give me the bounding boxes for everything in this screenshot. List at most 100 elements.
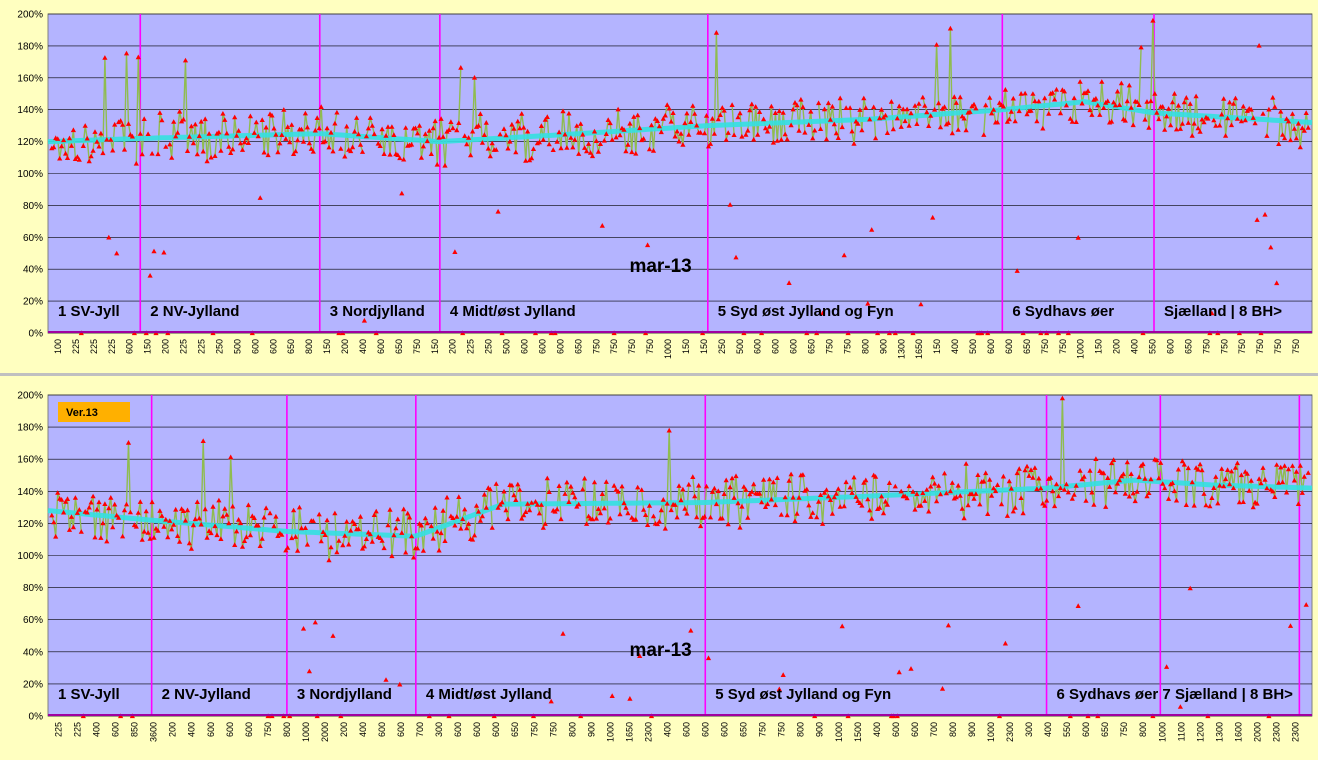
- region-label: 4 Midt/øst Jylland: [426, 686, 552, 703]
- data-point: [361, 317, 367, 323]
- data-point: [82, 123, 88, 128]
- data-point: [218, 536, 224, 541]
- data-point: [904, 495, 910, 501]
- y-tick-label: 40%: [23, 265, 43, 276]
- data-point: [239, 147, 246, 152]
- data-point: [957, 493, 963, 498]
- data-point: [530, 146, 537, 151]
- data-point: [145, 530, 151, 535]
- data-point: [397, 681, 403, 687]
- data-point: [816, 100, 822, 106]
- x-tick-label: 650: [573, 339, 583, 354]
- x-tick-label: 2300: [1005, 722, 1015, 742]
- y-tick-label: 20%: [23, 297, 43, 308]
- x-tick-label: 400: [872, 722, 882, 737]
- data-point: [1236, 499, 1242, 505]
- data-point: [1181, 99, 1187, 105]
- data-point: [607, 120, 613, 126]
- x-tick-label: 600: [720, 722, 730, 737]
- x-tick-label: 400: [1130, 339, 1140, 354]
- data-point: [680, 486, 686, 492]
- data-point: [123, 501, 130, 507]
- data-point: [186, 540, 192, 546]
- data-point: [342, 533, 348, 538]
- data-point: [1116, 477, 1123, 483]
- data-point: [1032, 465, 1038, 470]
- data-point: [151, 535, 157, 540]
- data-point: [318, 104, 324, 109]
- data-point: [310, 149, 316, 154]
- data-point: [1217, 482, 1223, 488]
- data-point: [987, 477, 993, 482]
- region-label: 5 Syd øst Jylland og Fyn: [715, 686, 891, 703]
- x-tick-label: 400: [1043, 722, 1053, 737]
- data-point: [912, 103, 918, 108]
- data-point: [222, 506, 228, 511]
- data-point: [761, 477, 767, 482]
- data-point: [1260, 465, 1266, 470]
- data-point: [884, 502, 890, 507]
- data-point: [820, 521, 826, 526]
- data-point: [348, 148, 354, 154]
- data-point: [348, 528, 354, 533]
- data-point: [434, 529, 440, 534]
- data-point: [666, 105, 672, 111]
- data-point: [1154, 457, 1160, 463]
- region-label: 2 NV-Jylland: [162, 686, 251, 703]
- data-point: [532, 499, 539, 504]
- x-tick-label: 1000: [301, 722, 311, 742]
- data-point: [1264, 485, 1270, 491]
- data-point: [385, 522, 391, 528]
- data-point: [890, 126, 896, 132]
- data-point: [591, 128, 598, 134]
- data-point: [1103, 504, 1109, 509]
- data-point: [369, 123, 375, 128]
- data-point: [589, 516, 596, 522]
- y-tick-label: 180%: [17, 423, 43, 434]
- data-point: [904, 106, 910, 112]
- data-point: [361, 543, 367, 549]
- data-point: [733, 254, 739, 260]
- data-point: [1221, 483, 1227, 489]
- data-point: [100, 520, 106, 526]
- data-point: [525, 501, 531, 506]
- data-point: [505, 145, 511, 151]
- data-point: [1091, 502, 1097, 507]
- data-point: [1177, 126, 1183, 131]
- data-point: [731, 495, 737, 500]
- data-point: [104, 538, 110, 544]
- data-point: [245, 140, 251, 145]
- data-point: [615, 488, 621, 494]
- data-point: [1211, 117, 1217, 123]
- data-point: [70, 524, 76, 530]
- data-point: [1158, 460, 1164, 465]
- data-point: [316, 511, 322, 517]
- data-point: [568, 135, 574, 140]
- x-tick-label: 750: [1255, 339, 1265, 354]
- x-tick-label: 1000: [605, 722, 615, 742]
- x-tick-label: 600: [377, 722, 387, 737]
- data-point: [155, 151, 161, 157]
- data-point: [479, 513, 485, 519]
- data-point: [273, 132, 279, 137]
- x-tick-label: 1100: [1176, 722, 1186, 741]
- data-point: [955, 127, 961, 132]
- data-point: [1069, 496, 1075, 501]
- data-point: [236, 128, 242, 133]
- data-point: [230, 146, 236, 152]
- x-tick-label: 600: [268, 339, 278, 354]
- data-point: [650, 148, 657, 153]
- data-point: [794, 102, 800, 108]
- data-point: [194, 151, 200, 157]
- data-point: [147, 273, 153, 278]
- data-point: [355, 131, 362, 137]
- data-point: [727, 484, 733, 490]
- data-point: [934, 42, 940, 47]
- x-tick-label: 750: [1201, 339, 1211, 354]
- data-point: [312, 619, 318, 625]
- data-point: [635, 112, 641, 118]
- data-point: [430, 125, 436, 131]
- data-point: [72, 495, 78, 500]
- x-tick-label: 750: [645, 339, 655, 354]
- data-point: [182, 517, 189, 523]
